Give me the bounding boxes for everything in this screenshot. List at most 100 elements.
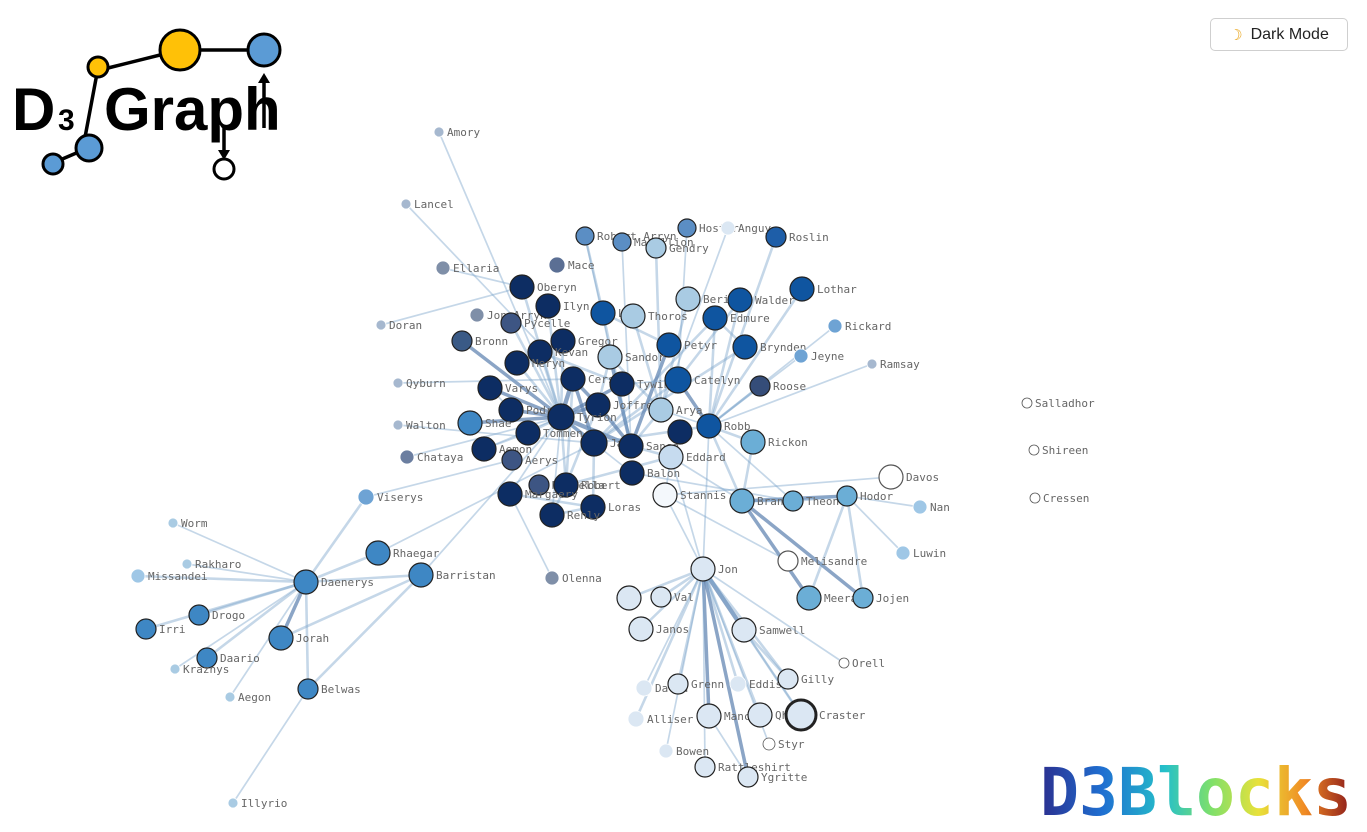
node-circle[interactable] bbox=[652, 482, 678, 508]
graph-node[interactable]: Cressen bbox=[1029, 492, 1089, 505]
node-circle[interactable] bbox=[509, 274, 535, 300]
graph-node[interactable]: Daenerys bbox=[293, 569, 374, 595]
node-circle[interactable] bbox=[729, 488, 755, 514]
node-circle[interactable] bbox=[547, 403, 575, 431]
node-circle[interactable] bbox=[747, 702, 773, 728]
graph-node[interactable]: Jorah bbox=[268, 625, 329, 651]
node-circle[interactable] bbox=[749, 375, 771, 397]
node-circle[interactable] bbox=[590, 300, 616, 326]
node-circle[interactable] bbox=[720, 220, 736, 236]
graph-node[interactable]: Eddard bbox=[658, 444, 726, 470]
node-circle[interactable] bbox=[852, 587, 874, 609]
node-circle[interactable] bbox=[501, 449, 523, 471]
graph-node[interactable]: Luwin bbox=[895, 545, 946, 561]
graph-node[interactable]: Belwas bbox=[297, 678, 361, 700]
graph-node[interactable]: Jeyne bbox=[793, 348, 844, 364]
graph-node[interactable]: Rickon bbox=[740, 429, 808, 455]
node-circle[interactable] bbox=[796, 585, 822, 611]
node-circle[interactable] bbox=[550, 328, 576, 354]
graph-node[interactable]: Bowen bbox=[658, 743, 709, 759]
graph-node[interactable]: Brynden bbox=[732, 334, 806, 360]
graph-node[interactable]: Val bbox=[650, 586, 694, 608]
node-circle[interactable] bbox=[167, 517, 179, 529]
graph-node[interactable]: Lancel bbox=[400, 198, 454, 211]
node-circle[interactable] bbox=[515, 420, 541, 446]
node-circle[interactable] bbox=[553, 472, 579, 498]
graph-node[interactable]: Meryn bbox=[504, 350, 565, 376]
node-circle[interactable] bbox=[667, 419, 693, 445]
node-circle[interactable] bbox=[469, 307, 485, 323]
node-circle[interactable] bbox=[357, 488, 375, 506]
node-circle[interactable] bbox=[777, 668, 799, 690]
node-circle[interactable] bbox=[471, 436, 497, 462]
node-circle[interactable] bbox=[435, 260, 451, 276]
graph-node[interactable]: Hodor bbox=[836, 485, 893, 507]
node-circle[interactable] bbox=[675, 286, 701, 312]
node-circle[interactable] bbox=[268, 625, 294, 651]
graph-node[interactable]: Walton bbox=[392, 419, 446, 432]
node-circle[interactable] bbox=[498, 397, 524, 423]
node-circle[interactable] bbox=[729, 675, 747, 693]
graph-node[interactable]: Nan bbox=[912, 499, 950, 515]
graph-node[interactable]: Varys bbox=[477, 375, 538, 401]
node-circle[interactable] bbox=[789, 276, 815, 302]
node-circle[interactable] bbox=[694, 756, 716, 778]
node-circle[interactable] bbox=[912, 499, 928, 515]
graph-node[interactable]: Janos bbox=[628, 616, 689, 642]
graph-node[interactable]: Margaery bbox=[497, 481, 578, 507]
graph-node[interactable] bbox=[616, 585, 642, 611]
graph-node[interactable]: Sandor bbox=[597, 344, 665, 370]
node-circle[interactable] bbox=[650, 586, 672, 608]
node-circle[interactable] bbox=[827, 318, 843, 334]
graph-node[interactable]: Irri bbox=[135, 618, 186, 640]
node-circle[interactable] bbox=[500, 312, 522, 334]
node-circle[interactable] bbox=[620, 303, 646, 329]
graph-node[interactable]: Roose bbox=[749, 375, 806, 397]
graph-node[interactable]: Missandei bbox=[130, 568, 208, 584]
node-circle[interactable] bbox=[628, 616, 654, 642]
node-circle[interactable] bbox=[196, 647, 218, 669]
node-circle[interactable] bbox=[740, 429, 766, 455]
node-circle[interactable] bbox=[765, 226, 787, 248]
graph-node[interactable]: Catelyn bbox=[664, 366, 740, 394]
graph-node[interactable]: Edmure bbox=[702, 305, 770, 331]
node-circle[interactable] bbox=[365, 540, 391, 566]
graph-node[interactable]: Davos bbox=[878, 464, 939, 490]
node-circle[interactable] bbox=[658, 444, 684, 470]
graph-node[interactable]: Kevan bbox=[527, 339, 588, 365]
node-circle[interactable] bbox=[616, 585, 642, 611]
graph-node[interactable]: Theon bbox=[782, 490, 839, 512]
graph-node[interactable]: Gendry bbox=[645, 237, 709, 259]
node-circle[interactable] bbox=[227, 797, 239, 809]
node-circle[interactable] bbox=[297, 678, 319, 700]
node-circle[interactable] bbox=[497, 481, 523, 507]
graph-node[interactable]: Alliser bbox=[627, 710, 694, 728]
graph-node[interactable]: Orell bbox=[838, 657, 885, 670]
graph-node[interactable]: Doran bbox=[375, 319, 422, 332]
node-circle[interactable] bbox=[648, 397, 674, 423]
node-circle[interactable] bbox=[392, 419, 404, 431]
node-circle[interactable] bbox=[399, 449, 415, 465]
node-circle[interactable] bbox=[777, 550, 799, 572]
node-circle[interactable] bbox=[580, 494, 606, 520]
graph-node[interactable]: Gilly bbox=[777, 668, 834, 690]
node-circle[interactable] bbox=[612, 232, 632, 252]
graph-node[interactable]: Tywin bbox=[609, 371, 670, 397]
graph-node[interactable]: Petyr bbox=[656, 332, 717, 358]
graph-node[interactable]: Robert bbox=[553, 472, 621, 498]
node-circle[interactable] bbox=[181, 558, 193, 570]
graph-node[interactable]: Thoros bbox=[620, 303, 688, 329]
graph-node[interactable]: Chataya bbox=[399, 449, 463, 465]
node-circle[interactable] bbox=[667, 673, 689, 695]
node-circle[interactable] bbox=[408, 562, 434, 588]
node-circle[interactable] bbox=[696, 413, 722, 439]
graph-node[interactable]: Rattleshirt bbox=[694, 756, 791, 778]
graph-node[interactable]: Ygritte bbox=[737, 766, 807, 788]
node-circle[interactable] bbox=[727, 287, 753, 313]
node-circle[interactable] bbox=[224, 691, 236, 703]
graph-node[interactable]: Renly bbox=[539, 502, 600, 528]
node-circle[interactable] bbox=[731, 617, 757, 643]
node-circle[interactable] bbox=[619, 460, 645, 486]
graph-node[interactable]: Jojen bbox=[852, 587, 909, 609]
